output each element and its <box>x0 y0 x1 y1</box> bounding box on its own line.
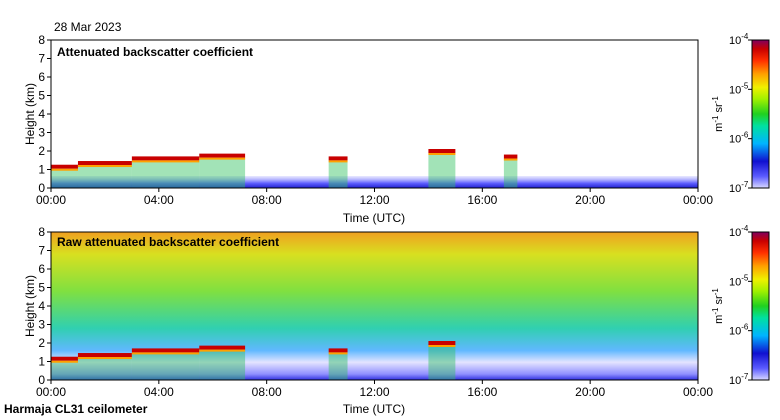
cloud-plume <box>428 345 456 380</box>
cloud-layer <box>131 156 200 161</box>
colorbar-tick-label: 10-4 <box>729 224 749 239</box>
cloud-layer-edge <box>131 160 200 163</box>
colorbar-tick-label: 10-5 <box>729 273 749 288</box>
cloud-layer-edge <box>328 352 348 355</box>
x-tick-label: 16:00 <box>467 385 497 399</box>
colorbar-tick-label: 10-6 <box>729 131 749 146</box>
y-tick-label: 1 <box>38 355 45 369</box>
x-tick-label: 00:00 <box>683 385 713 399</box>
cloud-layer <box>328 156 348 161</box>
cloud-layer-edge <box>503 158 518 161</box>
cloud-plume <box>77 357 132 380</box>
cloud-plume <box>77 165 132 188</box>
cloud-layer <box>51 356 78 361</box>
cloud-layer <box>503 154 518 159</box>
cloud-plume <box>328 160 348 188</box>
top-panel: Attenuated backscatter coefficient 00:00… <box>23 33 713 225</box>
cloud-plume <box>328 352 348 380</box>
cloud-layer-edge <box>51 168 78 171</box>
cloud-layer-edge <box>428 153 456 155</box>
cloud-layer <box>77 161 132 166</box>
bottom-panel-title: Raw attenuated backscatter coefficient <box>57 235 279 249</box>
bottom-plot-area <box>51 232 698 380</box>
y-tick-label: 2 <box>38 336 45 350</box>
cloud-layer <box>199 153 246 158</box>
cloud-layer <box>199 345 246 350</box>
top-y-axis-label: Height (km) <box>23 83 37 145</box>
top-x-axis-label: Time (UTC) <box>343 211 405 225</box>
colorbar-tick-label: 10-6 <box>729 323 749 338</box>
colorbar-tick-label: 10-7 <box>729 372 749 387</box>
x-tick-label: 20:00 <box>575 385 605 399</box>
bottom-colorbar-scale <box>751 231 770 381</box>
y-tick-label: 0 <box>38 373 45 387</box>
x-tick-label: 00:00 <box>683 193 713 207</box>
y-tick-label: 2 <box>38 144 45 158</box>
cloud-layer <box>51 164 78 169</box>
y-tick-label: 1 <box>38 163 45 177</box>
y-tick-label: 4 <box>38 107 45 121</box>
cloud-layer <box>428 341 456 345</box>
top-aerosol-layer <box>51 176 698 188</box>
cloud-layer-edge <box>328 160 348 163</box>
cloud-plume <box>199 157 246 188</box>
bottom-panel: Raw attenuated backscatter coefficient 0… <box>23 225 713 416</box>
y-tick-label: 6 <box>38 262 45 276</box>
cloud-plume <box>131 352 200 380</box>
cloud-layer <box>428 149 456 153</box>
y-tick-label: 3 <box>38 126 45 140</box>
y-tick-label: 8 <box>38 225 45 239</box>
x-tick-label: 12:00 <box>359 193 389 207</box>
y-tick-label: 5 <box>38 89 45 103</box>
y-tick-label: 3 <box>38 318 45 332</box>
bottom-x-axis-label: Time (UTC) <box>343 402 405 416</box>
cloud-plume <box>131 160 200 188</box>
cloud-plume <box>199 349 246 380</box>
top-plot-area <box>51 40 698 188</box>
colorbar-tick-label: 10-5 <box>729 81 749 96</box>
y-tick-label: 6 <box>38 70 45 84</box>
cloud-plume <box>428 153 456 188</box>
date-label: 28 Mar 2023 <box>54 20 122 34</box>
instrument-label: Harmaja CL31 ceilometer <box>4 402 148 416</box>
top-colorbar: 10-4 10-5 10-6 10-7 m-1 sr-1 <box>711 32 770 195</box>
colorbar-tick-label: 10-4 <box>729 32 749 47</box>
x-tick-label: 08:00 <box>252 385 282 399</box>
top-colorbar-scale <box>751 39 770 189</box>
y-tick-label: 4 <box>38 299 45 313</box>
y-tick-label: 5 <box>38 281 45 295</box>
cloud-layer-edge <box>428 345 456 347</box>
cloud-layer-edge <box>77 357 132 360</box>
x-tick-label: 20:00 <box>575 193 605 207</box>
x-tick-label: 04:00 <box>144 193 174 207</box>
y-tick-label: 8 <box>38 33 45 47</box>
y-tick-label: 7 <box>38 244 45 258</box>
cloud-layer <box>328 348 348 353</box>
cloud-layer-edge <box>199 157 246 160</box>
x-tick-label: 16:00 <box>467 193 497 207</box>
x-tick-label: 00:00 <box>36 385 66 399</box>
bottom-y-axis-label: Height (km) <box>23 275 37 337</box>
cloud-layer-edge <box>51 360 78 363</box>
cloud-layer-edge <box>77 165 132 168</box>
y-tick-label: 7 <box>38 52 45 66</box>
x-tick-label: 04:00 <box>144 385 174 399</box>
x-tick-label: 08:00 <box>252 193 282 207</box>
cloud-plume <box>51 360 78 380</box>
top-panel-title: Attenuated backscatter coefficient <box>57 45 253 59</box>
cloud-layer <box>77 353 132 358</box>
cloud-plume <box>51 168 78 188</box>
y-tick-label: 0 <box>38 181 45 195</box>
bottom-colorbar-unit: m-1 sr-1 <box>711 288 725 324</box>
x-tick-label: 12:00 <box>359 385 389 399</box>
cloud-plume <box>503 158 518 188</box>
bottom-colorbar: 10-4 10-5 10-6 10-7 m-1 sr-1 <box>711 224 770 387</box>
cloud-layer-edge <box>199 349 246 352</box>
cloud-layer-edge <box>131 352 200 355</box>
cloud-layer <box>131 348 200 353</box>
top-colorbar-unit: m-1 sr-1 <box>711 96 725 132</box>
colorbar-tick-label: 10-7 <box>729 180 749 195</box>
x-tick-label: 00:00 <box>36 193 66 207</box>
